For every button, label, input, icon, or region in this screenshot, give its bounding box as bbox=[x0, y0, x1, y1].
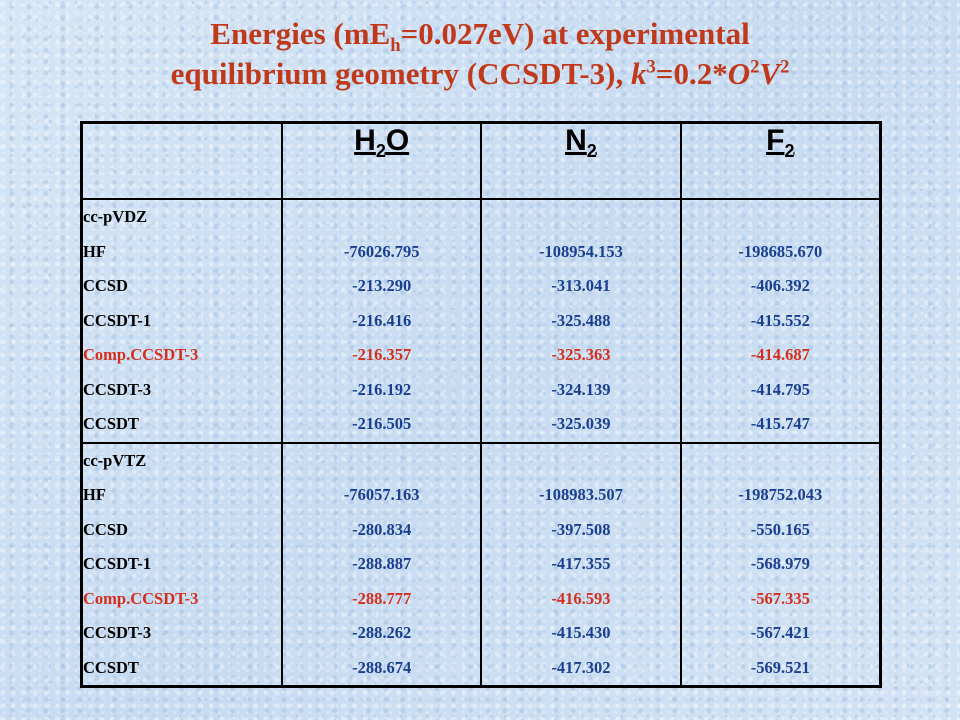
f2-values-cell: -198685.670 -406.392 -415.552 -414.687 -… bbox=[679, 198, 882, 444]
value: -417.302 bbox=[551, 657, 611, 677]
value: -216.192 bbox=[352, 379, 412, 399]
value: -216.505 bbox=[352, 414, 412, 433]
method-label: CCSDT-3 bbox=[83, 379, 152, 399]
slide-title: Energies (mEh=0.027eV) at experimental e… bbox=[0, 14, 960, 94]
value: -280.834 bbox=[352, 519, 412, 539]
value: -325.488 bbox=[551, 310, 611, 330]
value: -213.290 bbox=[352, 276, 412, 295]
method-label: CCSDT-1 bbox=[83, 554, 152, 573]
value: -397.508 bbox=[551, 519, 611, 539]
value: -76057.163 bbox=[343, 485, 420, 504]
method-label: CCSDT bbox=[83, 657, 139, 677]
header-h2o: H2O bbox=[281, 121, 483, 200]
value: -313.041 bbox=[551, 276, 611, 295]
table-block-row: cc-pVTZ HF CCSD CCSDT-1 Comp.CCSDT-3 CCS… bbox=[80, 441, 882, 688]
value: -108983.507 bbox=[538, 485, 623, 504]
value: -415.430 bbox=[551, 623, 611, 642]
method-label: CCSD bbox=[83, 276, 128, 295]
value-highlight: -414.687 bbox=[750, 345, 810, 364]
h2o-values-cell: -76057.163 -280.834 -288.887 -288.777 -2… bbox=[281, 441, 483, 688]
method-label: CCSDT bbox=[83, 414, 139, 433]
title-line-2: equilibrium geometry (CCSDT-3), k3=0.2*O… bbox=[170, 56, 790, 91]
header-empty-cell bbox=[80, 121, 284, 200]
value: -569.521 bbox=[750, 657, 810, 677]
method-label: CCSDT-1 bbox=[83, 310, 152, 330]
value: -414.795 bbox=[750, 379, 810, 399]
value: -406.392 bbox=[750, 276, 810, 295]
value: -288.887 bbox=[352, 554, 412, 573]
value: -324.139 bbox=[551, 379, 611, 399]
title-line-1: Energies (mEh=0.027eV) at experimental bbox=[210, 16, 750, 57]
method-label-highlight: Comp.CCSDT-3 bbox=[83, 345, 199, 364]
value: -415.552 bbox=[750, 310, 810, 330]
method-labels-cell: cc-pVDZ HF CCSD CCSDT-1 Comp.CCSDT-3 CCS… bbox=[80, 198, 284, 444]
method-label: CCSDT-3 bbox=[83, 623, 152, 642]
basis-label: cc-pVDZ bbox=[83, 207, 148, 226]
value: -198685.670 bbox=[738, 241, 823, 261]
value: -568.979 bbox=[750, 554, 810, 573]
value: -325.039 bbox=[551, 414, 611, 433]
basis-label: cc-pVTZ bbox=[83, 450, 147, 470]
value: -76026.795 bbox=[343, 241, 420, 261]
header-f2: F2 bbox=[679, 121, 882, 200]
table-header-row: H2O N2 F2 bbox=[80, 121, 882, 200]
n2-values-cell: -108954.153 -313.041 -325.488 -325.363 -… bbox=[480, 198, 682, 444]
value: -288.674 bbox=[352, 657, 412, 677]
method-label: HF bbox=[83, 241, 106, 261]
value: -415.747 bbox=[750, 414, 810, 433]
value: -216.416 bbox=[352, 310, 412, 330]
method-labels-cell: cc-pVTZ HF CCSD CCSDT-1 Comp.CCSDT-3 CCS… bbox=[80, 441, 284, 688]
value: -288.262 bbox=[352, 623, 412, 642]
table-block-row: cc-pVDZ HF CCSD CCSDT-1 Comp.CCSDT-3 CCS… bbox=[80, 198, 882, 444]
value-highlight: -288.777 bbox=[352, 588, 412, 608]
n2-values-cell: -108983.507 -397.508 -417.355 -416.593 -… bbox=[480, 441, 682, 688]
value: -417.355 bbox=[551, 554, 611, 573]
energies-table: H2O N2 F2 cc-pVDZ HF CCSD CCSDT-1 Comp.C… bbox=[80, 121, 882, 688]
f2-values-cell: -198752.043 -550.165 -568.979 -567.335 -… bbox=[679, 441, 882, 688]
method-label: CCSD bbox=[83, 519, 128, 539]
value: -567.421 bbox=[750, 623, 810, 642]
value-highlight: -325.363 bbox=[551, 345, 611, 364]
h2o-values-cell: -76026.795 -213.290 -216.416 -216.357 -2… bbox=[281, 198, 483, 444]
value-highlight: -216.357 bbox=[352, 345, 412, 364]
value-highlight: -567.335 bbox=[750, 588, 810, 608]
method-label-highlight: Comp.CCSDT-3 bbox=[83, 588, 199, 608]
value: -198752.043 bbox=[738, 485, 823, 504]
value-highlight: -416.593 bbox=[551, 588, 611, 608]
method-label: HF bbox=[83, 485, 106, 504]
header-n2: N2 bbox=[480, 121, 682, 200]
value: -550.165 bbox=[750, 519, 810, 539]
value: -108954.153 bbox=[538, 241, 623, 261]
